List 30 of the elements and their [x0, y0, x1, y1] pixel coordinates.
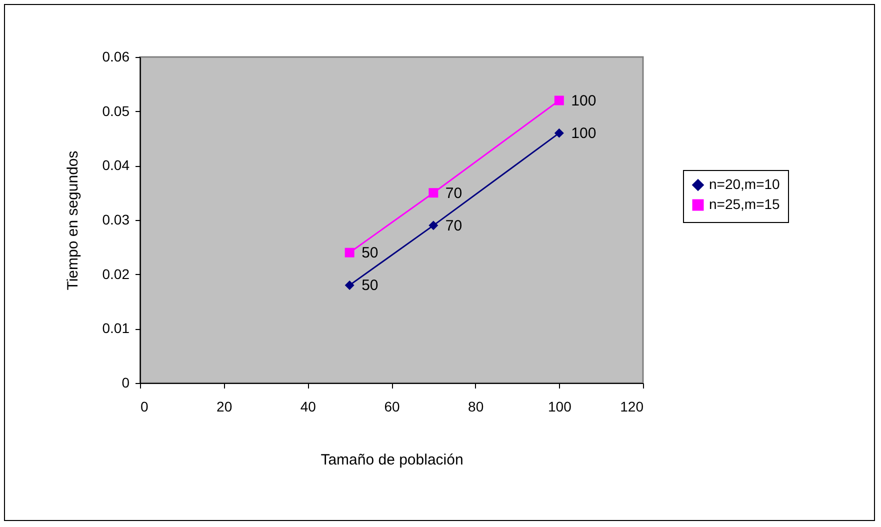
- x-tick-label: 80: [468, 398, 484, 414]
- x-tick-label: 120: [620, 398, 644, 414]
- y-tick-label: 0.03: [102, 212, 130, 228]
- point: [344, 248, 354, 258]
- legend-label: n=25,m=15: [709, 196, 780, 212]
- y-tick-label: 0.01: [102, 320, 130, 336]
- x-tick-label: 100: [548, 398, 572, 414]
- y-tick-label: 0.05: [102, 102, 130, 119]
- annotation: 70: [445, 184, 462, 202]
- y-tick-label: 0.04: [102, 157, 130, 174]
- point: [344, 280, 354, 290]
- x-tick-label: 40: [300, 398, 316, 414]
- x-tick-label: 60: [384, 398, 400, 414]
- point: [428, 220, 438, 230]
- x-tick-label: 20: [216, 398, 232, 414]
- annotation: 100: [571, 125, 596, 142]
- y-axis-title: Tiempo en segundos: [64, 150, 82, 290]
- y-tick-label: 0.06: [102, 48, 130, 64]
- annotation: 50: [362, 277, 378, 294]
- annotation: 70: [445, 217, 462, 234]
- point: [428, 188, 438, 198]
- annotation: 50: [362, 244, 378, 262]
- point: [554, 96, 564, 106]
- y-tick-label: 0.02: [102, 266, 130, 282]
- y-tick-label: 0: [122, 374, 130, 390]
- annotation: 100: [571, 92, 596, 110]
- legend-label: n=20,m=10: [709, 176, 780, 192]
- x-axis-title: Tamaño de población: [320, 452, 464, 468]
- point: [554, 128, 564, 138]
- x-tick-label: 0: [140, 398, 148, 414]
